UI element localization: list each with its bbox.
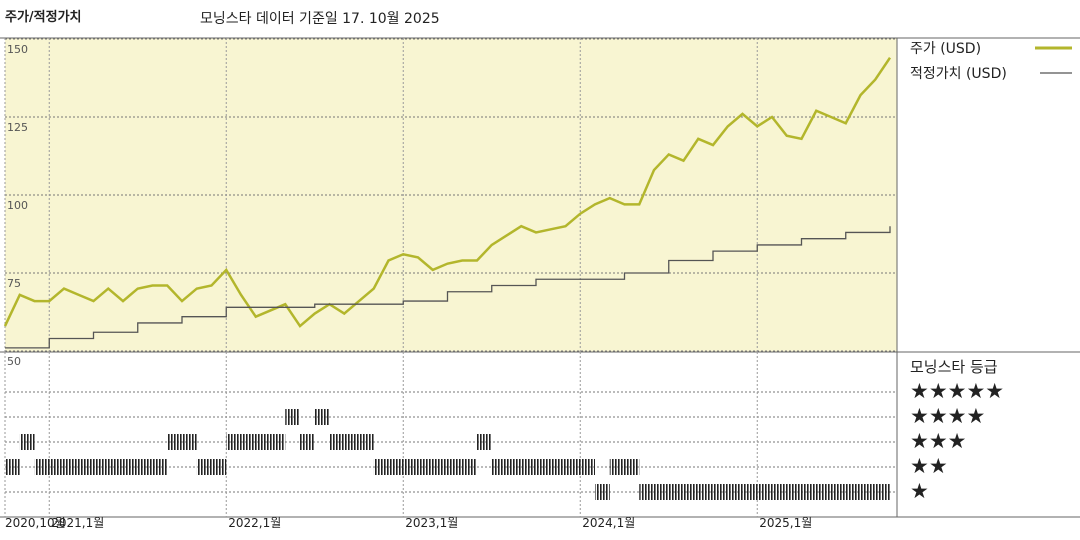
series-line (5, 226, 891, 349)
rating-segment (34, 459, 168, 475)
subtitle: 모닝스타 데이터 기준일 17. 10월 2025 (200, 11, 440, 27)
x-tick-label: 2021,1월 (51, 516, 104, 530)
rating-segment (314, 409, 330, 425)
rating-segment (226, 434, 286, 450)
rating-title: 모닝스타 등급 (910, 358, 998, 376)
rating-segment (196, 459, 227, 475)
x-tick-label: 2020,10월 (5, 516, 66, 530)
x-tick-label: 2025,1월 (759, 516, 812, 530)
x-tick-label: 2023,1월 (405, 516, 458, 530)
legend-label: 적정가치 (USD) (910, 66, 1007, 82)
legend-label: 주가 (USD) (910, 41, 981, 57)
series-line (3, 57, 892, 328)
rating-segment (329, 434, 374, 450)
y-tick-label: 150 (7, 43, 28, 56)
y-tick-label: 50 (7, 355, 21, 368)
rating-label: ★★★★★ (910, 379, 1004, 403)
rating-segment (300, 434, 315, 450)
rating-segment (491, 459, 595, 475)
rating-label: ★★★★ (910, 404, 985, 428)
rating-label: ★★ (910, 454, 948, 478)
chart-title: 주가/적정가치 (5, 9, 82, 25)
rating-label: ★ (910, 479, 929, 503)
x-tick-label: 2024,1월 (582, 516, 635, 530)
rating-segment (639, 484, 890, 500)
rating-segment (19, 434, 35, 450)
rating-segment (285, 409, 300, 425)
rating-segment (477, 434, 492, 450)
y-tick-label: 100 (7, 199, 28, 212)
rating-segment (595, 484, 610, 500)
rating-segment (167, 434, 197, 450)
y-tick-label: 125 (7, 121, 28, 134)
rating-label: ★★★ (910, 429, 966, 453)
x-tick-label: 2022,1월 (228, 516, 281, 530)
rating-segment (5, 459, 20, 475)
rating-segment (609, 459, 640, 475)
y-tick-label: 75 (7, 277, 21, 290)
rating-segment (373, 459, 477, 475)
